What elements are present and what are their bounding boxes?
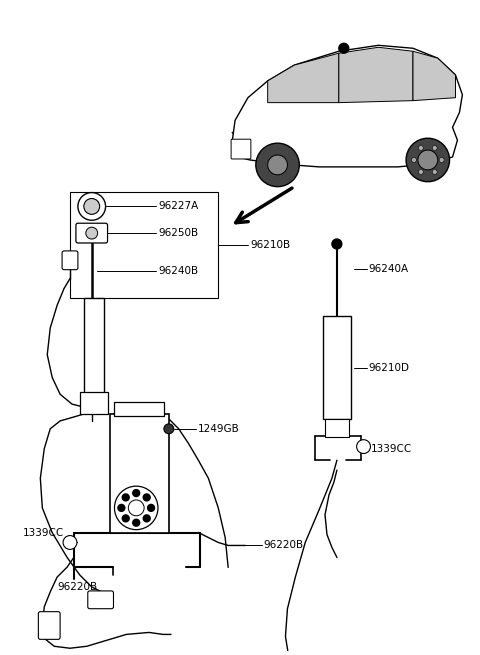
Circle shape xyxy=(133,519,140,526)
Circle shape xyxy=(357,440,371,453)
Text: 96240B: 96240B xyxy=(158,266,198,276)
Circle shape xyxy=(133,489,140,496)
Circle shape xyxy=(406,138,450,181)
Circle shape xyxy=(432,170,437,174)
Polygon shape xyxy=(268,53,339,103)
Polygon shape xyxy=(232,45,462,167)
Circle shape xyxy=(128,500,144,515)
Circle shape xyxy=(143,494,150,501)
Circle shape xyxy=(256,143,300,187)
Circle shape xyxy=(164,424,174,434)
FancyBboxPatch shape xyxy=(38,612,60,639)
Circle shape xyxy=(419,170,423,174)
Circle shape xyxy=(439,157,444,162)
Circle shape xyxy=(147,504,155,512)
Polygon shape xyxy=(339,47,413,103)
Bar xyxy=(323,316,351,419)
Circle shape xyxy=(114,486,158,530)
Text: 96220B: 96220B xyxy=(57,582,97,592)
Text: 96240A: 96240A xyxy=(369,264,408,274)
Circle shape xyxy=(122,494,129,501)
FancyBboxPatch shape xyxy=(62,251,78,270)
Text: 1249GB: 1249GB xyxy=(197,424,239,434)
Text: 96210B: 96210B xyxy=(250,240,290,250)
Text: 96210D: 96210D xyxy=(369,362,409,373)
Circle shape xyxy=(63,536,77,550)
Circle shape xyxy=(86,227,97,239)
Bar xyxy=(109,414,169,533)
Circle shape xyxy=(118,504,125,512)
Circle shape xyxy=(418,150,438,170)
Circle shape xyxy=(84,198,100,214)
Bar xyxy=(84,298,104,394)
FancyBboxPatch shape xyxy=(231,140,251,159)
Bar xyxy=(70,192,218,298)
Circle shape xyxy=(78,193,106,220)
Text: 1339CC: 1339CC xyxy=(371,443,412,453)
Circle shape xyxy=(339,43,349,53)
Text: 1339CC: 1339CC xyxy=(23,527,64,538)
Text: 96250B: 96250B xyxy=(158,228,198,238)
FancyBboxPatch shape xyxy=(88,591,113,608)
Bar xyxy=(80,392,108,414)
Text: 96227A: 96227A xyxy=(158,202,198,212)
Bar xyxy=(325,419,349,437)
Circle shape xyxy=(143,515,150,522)
FancyBboxPatch shape xyxy=(76,223,108,243)
Bar xyxy=(114,402,164,416)
Circle shape xyxy=(411,157,417,162)
Circle shape xyxy=(268,155,288,175)
Circle shape xyxy=(432,145,437,151)
Circle shape xyxy=(419,145,423,151)
Text: 96220B: 96220B xyxy=(264,540,304,550)
Circle shape xyxy=(332,239,342,249)
Polygon shape xyxy=(413,51,456,101)
Circle shape xyxy=(122,515,129,522)
